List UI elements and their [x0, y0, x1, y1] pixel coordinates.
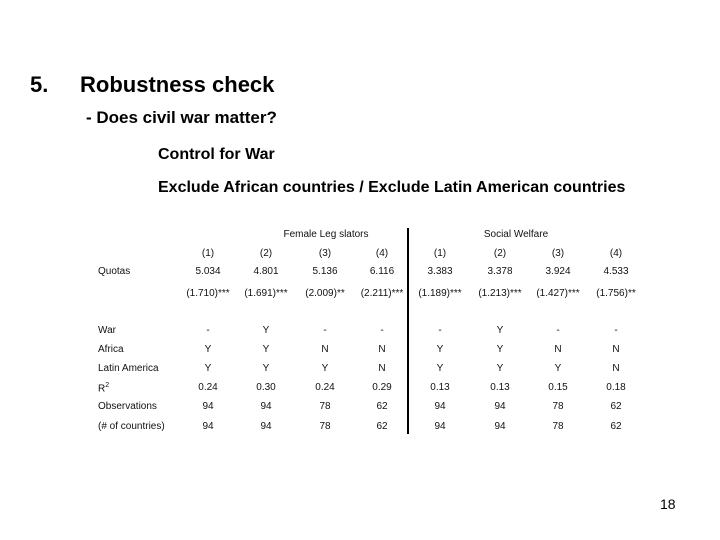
table-cell: 94 [202, 401, 214, 412]
table-cell: (1.756)** [596, 288, 636, 299]
table-cell: 94 [434, 421, 446, 432]
table-group-header: Social Welfare [483, 229, 549, 240]
table-cell: Y [204, 363, 212, 374]
table-cell: 0.24 [315, 382, 335, 393]
table-cell: 0.15 [548, 382, 568, 393]
table-cell: (1.710)*** [186, 288, 230, 299]
table-cell: - [556, 325, 560, 336]
table-cell: 0.13 [490, 382, 510, 393]
table-cell: 5.034 [195, 266, 221, 277]
table-cell: 3.383 [427, 266, 453, 277]
table-cell: - [438, 325, 442, 336]
table-cell: (1.213)*** [478, 288, 522, 299]
table-cell: - [614, 325, 618, 336]
table-cell: N [321, 344, 329, 355]
table-cell: N [554, 344, 562, 355]
slide-subtitle: - Does civil war matter? [86, 108, 277, 127]
table-cell: 3.378 [487, 266, 513, 277]
table-cell: Y [496, 325, 504, 336]
table-cell: N [378, 344, 386, 355]
table-cell: 78 [319, 401, 331, 412]
table-row-label: (# of countries) [98, 421, 165, 432]
slide-title: Robustness check [80, 72, 275, 97]
table-divider [407, 228, 409, 434]
table-column-header: (3) [318, 248, 332, 259]
table-cell: (1.189)*** [418, 288, 462, 299]
table-cell: 62 [376, 401, 388, 412]
table-cell: Y [262, 363, 270, 374]
table-cell: 0.24 [198, 382, 218, 393]
table-cell: - [380, 325, 384, 336]
table-cell: 78 [552, 401, 564, 412]
table-cell: 62 [376, 421, 388, 432]
table-cell: (2.009)** [305, 288, 345, 299]
table-row-label: War [98, 325, 116, 336]
table-row-label: Africa [98, 344, 124, 355]
table-cell: Y [436, 363, 444, 374]
table-cell: 3.924 [545, 266, 571, 277]
table-cell: 94 [494, 401, 506, 412]
table-cell: Y [321, 363, 329, 374]
table-cell: N [612, 344, 620, 355]
bullet-exclude-countries: Exclude African countries / Exclude Lati… [158, 179, 626, 196]
table-cell: Y [496, 363, 504, 374]
table-cell: - [206, 325, 210, 336]
table-row-label: Observations [98, 401, 157, 412]
table-cell: 0.29 [372, 382, 392, 393]
table-cell: 4.801 [253, 266, 279, 277]
table-cell: 62 [610, 421, 622, 432]
table-cell: 94 [434, 401, 446, 412]
table-column-header: (2) [493, 248, 507, 259]
table-cell: 62 [610, 401, 622, 412]
table-cell: (1.691)*** [244, 288, 288, 299]
table-cell: (1.427)*** [536, 288, 580, 299]
table-cell: Y [262, 325, 270, 336]
table-column-header: (1) [433, 248, 447, 259]
slide-number: 5. [30, 72, 49, 97]
page-number: 18 [660, 496, 676, 512]
table-cell: 94 [494, 421, 506, 432]
table-cell: 94 [202, 421, 214, 432]
table-cell: 5.136 [312, 266, 338, 277]
table-cell: 0.18 [606, 382, 626, 393]
table-cell: 94 [260, 421, 272, 432]
table-column-header: (1) [201, 248, 215, 259]
table-cell: Y [496, 344, 504, 355]
table-cell: N [378, 363, 386, 374]
table-group-header: Female Leg slators [283, 229, 369, 240]
table-row-label: R2 [98, 382, 110, 395]
table-cell: 78 [552, 421, 564, 432]
table-row-label: Latin America [98, 363, 159, 374]
table-cell: Y [554, 363, 562, 374]
table-cell: Y [262, 344, 270, 355]
table-cell: N [612, 363, 620, 374]
table-cell: (2.211)*** [360, 288, 404, 299]
table-cell: - [323, 325, 327, 336]
table-column-header: (4) [375, 248, 389, 259]
table-cell: 94 [260, 401, 272, 412]
table-cell: 0.30 [256, 382, 276, 393]
bullet-control-for-war: Control for War [158, 146, 275, 163]
table-cell: 4.533 [603, 266, 629, 277]
table-cell: 78 [319, 421, 331, 432]
table-column-header: (2) [259, 248, 273, 259]
table-column-header: (4) [609, 248, 623, 259]
table-cell: Y [436, 344, 444, 355]
table-column-header: (3) [551, 248, 565, 259]
table-cell: 6.116 [369, 266, 395, 277]
table-row-label: Quotas [98, 266, 131, 277]
table-cell: 0.13 [430, 382, 450, 393]
table-cell: Y [204, 344, 212, 355]
